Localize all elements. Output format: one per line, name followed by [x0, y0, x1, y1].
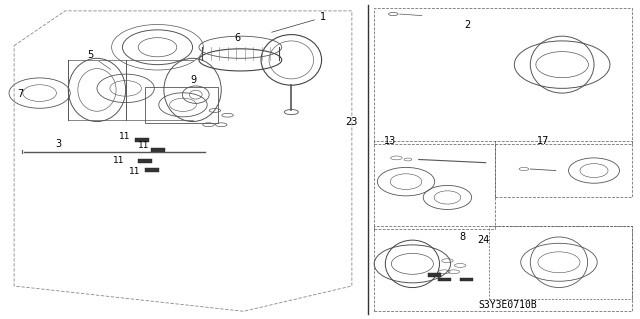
- Text: S3Y3E0710B: S3Y3E0710B: [479, 300, 538, 310]
- Text: 11: 11: [129, 167, 140, 176]
- FancyBboxPatch shape: [135, 138, 149, 142]
- FancyBboxPatch shape: [438, 278, 451, 281]
- Bar: [495, 141, 632, 197]
- Bar: [374, 141, 495, 229]
- FancyBboxPatch shape: [138, 159, 152, 163]
- Bar: [145, 87, 218, 123]
- Text: 9: 9: [190, 75, 196, 85]
- Text: 17: 17: [537, 136, 549, 146]
- Text: 3: 3: [56, 139, 61, 149]
- Text: 5: 5: [88, 50, 111, 69]
- FancyBboxPatch shape: [460, 278, 473, 281]
- Bar: [374, 8, 632, 144]
- Text: 11: 11: [138, 141, 150, 151]
- Text: 1: 1: [272, 12, 326, 32]
- Text: 8: 8: [459, 232, 465, 242]
- Text: 13: 13: [384, 136, 396, 146]
- Text: 11: 11: [113, 156, 124, 165]
- FancyBboxPatch shape: [145, 168, 159, 172]
- Text: 6: 6: [235, 33, 241, 43]
- Text: 2: 2: [464, 20, 470, 30]
- Text: 11: 11: [119, 132, 131, 141]
- Bar: [489, 226, 632, 299]
- FancyBboxPatch shape: [428, 273, 441, 277]
- Text: 23: 23: [346, 116, 358, 127]
- Bar: [374, 226, 632, 311]
- Text: 24: 24: [477, 235, 489, 245]
- Text: 7: 7: [17, 89, 24, 99]
- FancyBboxPatch shape: [151, 148, 165, 152]
